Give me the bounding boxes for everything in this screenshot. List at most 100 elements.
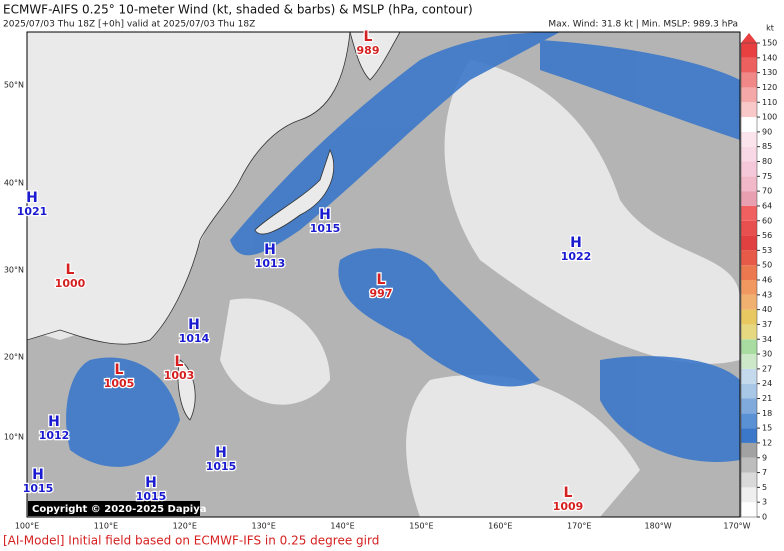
center-pressure: 1015	[310, 222, 341, 235]
center-type: L	[115, 362, 124, 378]
lat-label: 20°N	[4, 353, 24, 362]
colorbar-segment	[741, 176, 757, 192]
center-type: L	[175, 354, 184, 370]
center-type: H	[188, 317, 200, 333]
colorbar-label: 53	[762, 246, 772, 255]
colorbar-label: 90	[762, 127, 772, 136]
colorbar-label: 9	[762, 453, 767, 462]
lat-label: 50°N	[4, 81, 24, 90]
colorbar-segment	[741, 280, 757, 295]
colorbar-segment	[741, 457, 757, 473]
center-pressure: 1012	[39, 429, 70, 442]
colorbar-label: 150	[762, 39, 777, 48]
center-type: H	[32, 467, 44, 483]
lon-label: 120°E	[173, 522, 197, 531]
colorbar-label: 15	[762, 424, 772, 433]
center-pressure: 997	[370, 287, 393, 300]
colorbar-label: 85	[762, 142, 772, 151]
colorbar-segment	[741, 205, 757, 221]
colorbar-segment	[741, 146, 757, 162]
lon-label: 110°E	[94, 522, 118, 531]
center-pressure: 1013	[255, 257, 286, 270]
colorbar-arrow	[741, 33, 757, 43]
colorbar-segment	[741, 87, 757, 103]
center-type: H	[48, 414, 60, 430]
colorbar-label: 56	[762, 231, 772, 240]
center-pressure: 1005	[104, 377, 135, 390]
center-pressure: 1015	[23, 482, 54, 495]
land	[27, 32, 401, 421]
subtitle: 2025/07/03 Thu 18Z [+0h] valid at 2025/0…	[3, 20, 255, 30]
center-type: H	[215, 445, 227, 461]
colorbar-label: 18	[762, 409, 772, 418]
colorbar-segment	[741, 57, 757, 73]
colorbar-segment	[741, 339, 757, 355]
center-pressure: 1003	[164, 369, 195, 382]
colorbar-segment	[741, 294, 757, 310]
lon-label: 180°W	[645, 522, 672, 531]
colorbar-segment	[741, 250, 757, 266]
colorbar-label: 37	[762, 320, 772, 329]
lat-label: 30°N	[4, 266, 24, 275]
colorbar-label: 12	[762, 438, 772, 447]
center-pressure: 1009	[553, 500, 584, 513]
colorbar-segment	[741, 502, 757, 517]
colorbar-label: 34	[762, 335, 772, 344]
colorbar-segment	[741, 487, 757, 503]
colorbar-label: 110	[762, 98, 777, 107]
colorbar-label: 70	[762, 187, 772, 196]
lon-label: 160°E	[488, 522, 512, 531]
colorbar-label: 80	[762, 157, 772, 166]
colorbar-label: 3	[762, 498, 767, 507]
colorbar-unit: kt	[766, 24, 774, 33]
colorbar-label: 30	[762, 350, 772, 359]
lon-label: 100°E	[15, 522, 39, 531]
colorbar-segment	[741, 102, 757, 118]
colorbar-label: 140	[762, 53, 777, 62]
colorbar-segment	[741, 131, 757, 147]
center-pressure: 1015	[136, 490, 167, 503]
colorbar-label: 43	[762, 290, 772, 299]
center-pressure: 989	[357, 44, 380, 57]
center-pressure: 1000	[55, 277, 86, 290]
stats: Max. Wind: 31.8 kt | Min. MSLP: 989.3 hP…	[548, 20, 738, 30]
colorbar-segment	[741, 117, 757, 132]
center-type: H	[145, 475, 157, 491]
colorbar-segment	[741, 72, 757, 88]
center-type: L	[564, 485, 573, 501]
colorbar-segment	[741, 43, 757, 58]
colorbar-label: 100	[762, 113, 777, 122]
colorbar-label: 24	[762, 379, 772, 388]
colorbar-segment	[741, 428, 757, 443]
colorbar-segment	[741, 324, 757, 340]
colorbar-label: 7	[762, 468, 767, 477]
colorbar-label: 46	[762, 276, 772, 285]
center-type: H	[26, 190, 38, 206]
lat-label: 40°N	[4, 179, 24, 188]
colorbar-segment	[741, 368, 757, 384]
colorbar-label: 130	[762, 68, 777, 77]
center-pressure: 1015	[206, 460, 237, 473]
lon-label: 130°E	[252, 522, 276, 531]
colorbar-label: 120	[762, 83, 777, 92]
colorbar-segment	[741, 354, 757, 369]
map-frame	[26, 31, 741, 518]
lon-label: 140°E	[330, 522, 354, 531]
center-pressure: 1021	[17, 205, 48, 218]
colorbar-label: 21	[762, 394, 772, 403]
center-pressure: 1014	[179, 332, 210, 345]
colorbar-label: 64	[762, 201, 772, 210]
colorbar-segment	[741, 191, 757, 206]
colorbar-segment	[741, 220, 757, 236]
center-pressure: 1022	[561, 250, 592, 263]
colorbar-label: 50	[762, 261, 772, 270]
colorbar-segment	[741, 161, 757, 177]
colorbar-segment	[741, 235, 757, 251]
colorbar-label: 75	[762, 172, 772, 181]
center-type: H	[264, 242, 276, 258]
lon-label: 170°W	[723, 522, 750, 531]
colorbar-segment	[741, 309, 757, 325]
center-type: L	[66, 262, 75, 278]
colorbar-label: 0	[762, 513, 767, 522]
